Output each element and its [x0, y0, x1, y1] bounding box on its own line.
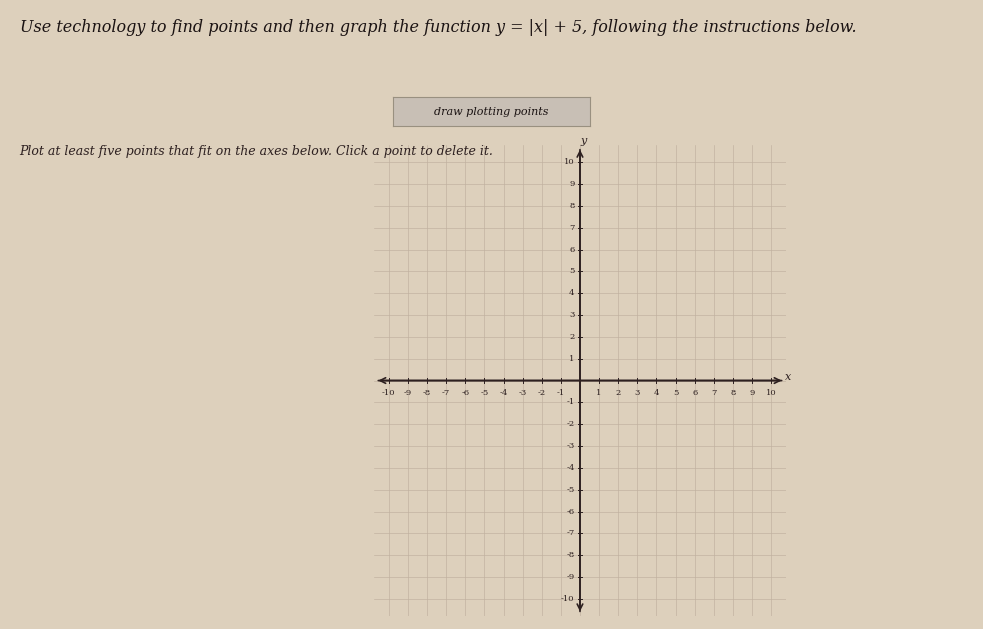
- Text: 10: 10: [766, 389, 777, 397]
- Text: 5: 5: [569, 267, 575, 276]
- Text: 3: 3: [569, 311, 575, 319]
- Text: 4: 4: [654, 389, 660, 397]
- Text: 7: 7: [711, 389, 717, 397]
- Text: -6: -6: [461, 389, 469, 397]
- Text: -2: -2: [566, 420, 575, 428]
- Text: 1: 1: [569, 355, 575, 363]
- Text: -8: -8: [566, 551, 575, 559]
- Text: -4: -4: [566, 464, 575, 472]
- Text: -3: -3: [566, 442, 575, 450]
- Text: -1: -1: [566, 398, 575, 406]
- Text: -4: -4: [499, 389, 507, 397]
- Text: -10: -10: [561, 595, 575, 603]
- Text: -5: -5: [481, 389, 489, 397]
- Text: 9: 9: [569, 180, 575, 188]
- Text: 6: 6: [569, 245, 575, 253]
- Text: -7: -7: [566, 530, 575, 537]
- Text: 6: 6: [692, 389, 697, 397]
- Text: 1: 1: [597, 389, 602, 397]
- Text: -3: -3: [518, 389, 527, 397]
- Text: -2: -2: [538, 389, 546, 397]
- Text: 9: 9: [749, 389, 755, 397]
- Text: 10: 10: [564, 158, 575, 166]
- Text: -1: -1: [556, 389, 565, 397]
- Text: Plot at least five points that fit on the axes below. Click a point to delete it: Plot at least five points that fit on th…: [20, 145, 493, 158]
- Text: x: x: [785, 372, 791, 382]
- Text: 2: 2: [569, 333, 575, 341]
- Text: 8: 8: [730, 389, 735, 397]
- Text: draw plotting points: draw plotting points: [434, 107, 549, 116]
- Text: -5: -5: [566, 486, 575, 494]
- Text: 5: 5: [672, 389, 678, 397]
- Text: 4: 4: [569, 289, 575, 297]
- Text: -8: -8: [423, 389, 432, 397]
- Text: -9: -9: [404, 389, 412, 397]
- Text: 8: 8: [569, 202, 575, 210]
- Text: -9: -9: [566, 573, 575, 581]
- Text: 7: 7: [569, 224, 575, 231]
- Text: 2: 2: [615, 389, 621, 397]
- Text: 3: 3: [635, 389, 640, 397]
- Text: Use technology to find points and then graph the function y = |x| + 5, following: Use technology to find points and then g…: [20, 19, 856, 36]
- Text: -6: -6: [566, 508, 575, 516]
- Text: -10: -10: [382, 389, 395, 397]
- Text: y: y: [581, 136, 587, 146]
- Text: -7: -7: [442, 389, 450, 397]
